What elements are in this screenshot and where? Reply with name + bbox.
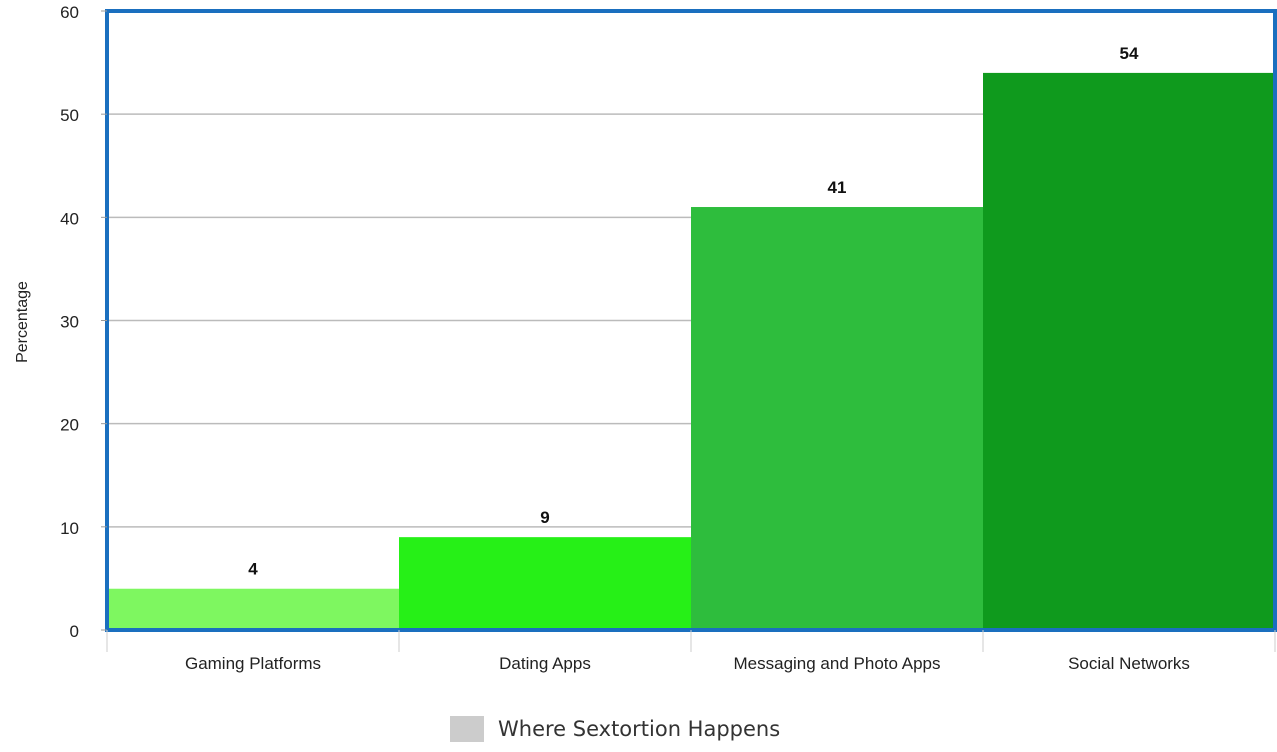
bars [107,72,1275,630]
x-tick-label-1: Dating Apps [499,654,591,673]
bar-1 [399,537,691,630]
y-tick-label-20: 20 [60,416,79,435]
data-label-3: 54 [1120,44,1139,63]
x-tick-label-0: Gaming Platforms [185,654,321,673]
x-tick-label-2: Messaging and Photo Apps [734,654,941,673]
y-tick-label-30: 30 [60,313,79,332]
y-tick-label-40: 40 [60,209,79,228]
y-tick-label-0: 0 [70,622,79,641]
bar-3 [983,72,1275,630]
x-axis-ticks: Gaming Platforms Dating Apps Messaging and… [106,630,1276,673]
y-tick-label-10: 10 [60,519,79,538]
legend[interactable]: Where Sextortion Happens [450,714,780,744]
bar-2 [691,207,983,630]
y-tick-label-50: 50 [60,106,79,125]
y-tick-label-60: 60 [60,3,79,22]
y-axis-ticks: 0 10 20 30 40 50 60 [60,3,107,641]
legend-label: Where Sextortion Happens [498,717,781,741]
data-label-1: 9 [540,508,549,527]
data-labels: 4 9 41 54 [248,44,1139,579]
data-label-2: 41 [828,178,847,197]
bar-0 [107,588,399,630]
data-label-0: 4 [248,560,258,579]
legend-swatch [450,716,484,742]
x-tick-label-3: Social Networks [1068,654,1190,673]
y-axis-title: Percentage [14,281,31,363]
